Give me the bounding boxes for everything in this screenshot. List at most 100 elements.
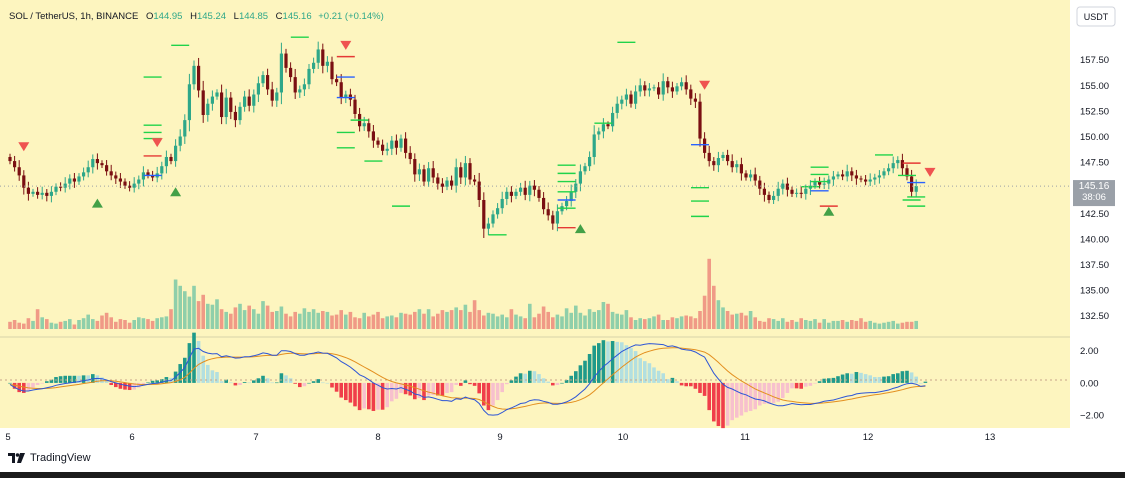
macd-histogram-bar (31, 382, 35, 388)
volume-bar (569, 312, 573, 329)
volume-bar (362, 312, 366, 329)
candle-body (698, 101, 702, 139)
volume-bar (141, 318, 146, 329)
candle-body (565, 201, 569, 207)
volume-bar (813, 319, 817, 329)
volume-bar (86, 314, 90, 329)
price-tick-label: 132.50 (1080, 311, 1109, 322)
candle-body (882, 171, 886, 176)
candle-body (592, 134, 596, 157)
volume-bar (449, 310, 454, 329)
chart-area[interactable]: 132.50135.00137.50140.00142.50145.00147.… (0, 0, 1125, 445)
volume-bar (417, 309, 422, 329)
volume-bar (270, 311, 274, 329)
candle-body (105, 165, 109, 172)
volume-bar (63, 320, 67, 329)
candle-body (509, 191, 513, 196)
candle-body (468, 163, 472, 180)
volume-bar (482, 315, 486, 329)
candle-body (854, 175, 858, 179)
volume-bar (252, 309, 256, 329)
macd-lines (9, 343, 926, 416)
macd-histogram-bar (836, 376, 840, 383)
volume-bar (219, 309, 224, 329)
volume-bar (183, 291, 187, 329)
candle-body (22, 175, 26, 188)
macd-histogram-bar (417, 382, 422, 398)
candle-body (45, 192, 49, 196)
candle-body (82, 172, 86, 177)
volume-bar (247, 305, 251, 329)
volume-bar (173, 279, 178, 329)
candle-body (647, 88, 651, 91)
volume-bar (399, 312, 403, 329)
macd-histogram-bar (261, 375, 265, 383)
volume-bar (334, 314, 339, 329)
macd-histogram-bar (900, 371, 905, 383)
macd-histogram-bar (482, 382, 486, 406)
tradingview-brand[interactable]: TradingView (8, 452, 91, 464)
volume-bar (500, 314, 504, 329)
candle-body (77, 176, 81, 182)
macd-histogram-bar (288, 378, 293, 383)
volume-bar (620, 314, 624, 329)
volume-bar (477, 310, 481, 329)
volume-bar (371, 314, 376, 329)
candle-body (187, 84, 191, 121)
candle-body (827, 179, 831, 184)
volume-bar (321, 311, 325, 329)
macd-histogram-bar (822, 378, 826, 383)
volume-bar (238, 303, 242, 329)
volume-bar (794, 321, 799, 329)
volume-bar (900, 322, 905, 329)
volume-bar (721, 307, 725, 329)
candle-body (160, 166, 164, 174)
macd-histogram-bar (196, 341, 201, 383)
candle-body (436, 177, 440, 184)
volume-bar (422, 313, 426, 329)
price-tick-label: 147.50 (1080, 158, 1109, 169)
candle-body (164, 156, 168, 167)
candle-body (781, 183, 785, 189)
macd-histogram-bar (325, 382, 330, 384)
candle-body (831, 176, 835, 180)
volume-bar (242, 310, 247, 329)
macd-histogram-bar (137, 382, 141, 388)
volume-bar (408, 314, 412, 329)
candle-body (238, 106, 242, 121)
currency-button[interactable]: USDT (1076, 6, 1116, 27)
candle-body (86, 167, 90, 173)
candle-body (31, 191, 35, 194)
macd-histogram-bar (509, 380, 514, 383)
macd-histogram-bar (77, 375, 81, 383)
macd-histogram-bar (735, 382, 739, 418)
volume-bar (601, 302, 606, 329)
volume-bar (454, 307, 458, 329)
candle-body (330, 61, 334, 80)
sell-marker-icon (924, 167, 936, 177)
volume-bar (684, 315, 688, 329)
volume-bar (804, 320, 808, 329)
candle-body (905, 168, 909, 177)
candle-body (864, 179, 868, 182)
candle-body (597, 131, 601, 135)
candle-body (335, 79, 339, 83)
currency-button-label: USDT (1084, 12, 1109, 22)
price-scale-background[interactable] (1070, 0, 1125, 428)
volume-bar (302, 308, 307, 329)
candle-body (772, 195, 776, 200)
volume-bar (265, 305, 270, 329)
candle-body (753, 174, 757, 181)
candle-body (790, 189, 794, 194)
volume-bar (514, 314, 518, 329)
volume-bar (380, 318, 385, 329)
macd-histogram-bar (219, 381, 224, 383)
candle-body (611, 112, 615, 127)
candle-body (657, 87, 661, 95)
volume-bar (137, 317, 141, 329)
close-value: 145.16 (283, 11, 312, 22)
volume-bar (440, 310, 445, 329)
volume-bar (845, 321, 849, 329)
candle-body (450, 180, 454, 186)
chart-svg[interactable]: 132.50135.00137.50140.00142.50145.00147.… (0, 0, 1125, 445)
